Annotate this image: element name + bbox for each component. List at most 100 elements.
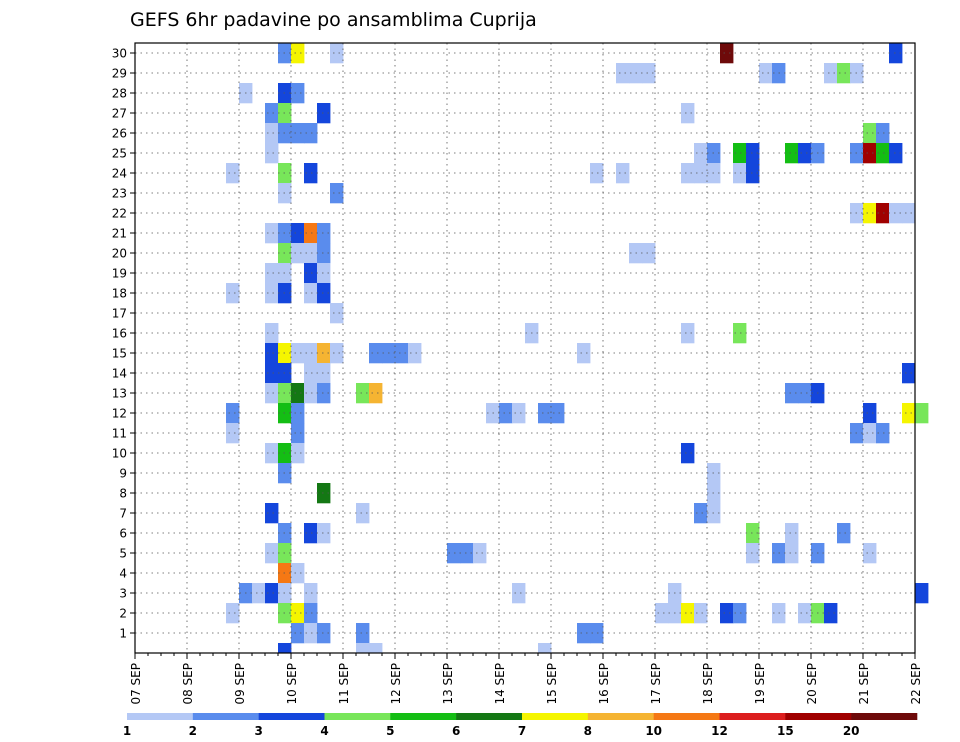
heatmap-cell — [291, 83, 305, 104]
heatmap-cell — [265, 283, 279, 304]
heatmap-cell — [304, 603, 318, 624]
x-tick-label: 20 SEP — [805, 663, 819, 705]
x-tick-label: 16 SEP — [597, 663, 611, 705]
heatmap-cell — [759, 63, 773, 84]
y-tick-label: 21 — [112, 227, 127, 241]
heatmap-cell — [876, 143, 890, 164]
heatmap-cell — [265, 443, 279, 464]
heatmap-cell — [226, 603, 240, 624]
heatmap-cell — [863, 203, 877, 224]
heatmap-cell — [317, 623, 331, 644]
chart-title: GEFS 6hr padavine po ansamblima Cuprija — [130, 9, 537, 31]
heatmap-cell — [694, 143, 708, 164]
y-tick-label: 16 — [112, 327, 127, 341]
y-tick-label: 15 — [112, 347, 127, 361]
heatmap-cell — [512, 583, 526, 604]
heatmap-cell — [304, 363, 318, 384]
heatmap-cell — [304, 343, 318, 364]
heatmap-cell — [291, 443, 305, 464]
heatmap-cell — [265, 363, 279, 384]
heatmap-cell — [876, 423, 890, 444]
y-tick-label: 13 — [112, 387, 127, 401]
colorbar-swatch — [653, 713, 720, 720]
x-tick-label: 22 SEP — [909, 663, 923, 705]
y-tick-label: 20 — [112, 247, 127, 261]
heatmap-cell — [317, 263, 331, 284]
y-tick-label: 24 — [112, 167, 127, 181]
heatmap-cell — [226, 423, 240, 444]
heatmap-cell — [304, 523, 318, 544]
heatmap-cell — [304, 623, 318, 644]
heatmap-cell — [291, 343, 305, 364]
heatmap-cell — [369, 383, 383, 404]
x-tick-label: 17 SEP — [649, 663, 663, 705]
heatmap-cell — [473, 543, 487, 564]
x-tick-label: 11 SEP — [337, 663, 351, 705]
heatmap-cell — [681, 323, 695, 344]
heatmap-cell — [746, 543, 760, 564]
heatmap-cell — [902, 403, 916, 424]
y-tick-label: 11 — [112, 427, 127, 441]
heatmap-cell — [694, 603, 708, 624]
y-tick-label: 27 — [112, 107, 127, 121]
heatmap-cell — [785, 143, 799, 164]
x-tick-label: 18 SEP — [701, 663, 715, 705]
heatmap-cell — [863, 143, 877, 164]
heatmap-cell — [447, 543, 461, 564]
heatmap-cell — [330, 303, 344, 324]
colorbar-swatch — [258, 713, 325, 720]
heatmap-cell — [798, 383, 812, 404]
heatmap-cell — [798, 603, 812, 624]
heatmap-cell — [694, 163, 708, 184]
heatmap-cell — [590, 163, 604, 184]
heatmap-cell — [291, 223, 305, 244]
heatmap-cell — [460, 543, 474, 564]
heatmap-cell — [681, 603, 695, 624]
y-tick-label: 30 — [112, 47, 127, 61]
heatmap-cell — [317, 343, 331, 364]
y-tick-label: 12 — [112, 407, 127, 421]
heatmap-cell — [577, 623, 591, 644]
colorbar-swatch — [390, 713, 457, 720]
heatmap-cell — [408, 343, 422, 364]
heatmap-cell — [915, 403, 929, 424]
heatmap-cell — [798, 143, 812, 164]
heatmap-cell — [265, 123, 279, 144]
y-tick-label: 18 — [112, 287, 127, 301]
heatmap-cell — [681, 163, 695, 184]
heatmap-cell — [304, 583, 318, 604]
heatmap-cell — [252, 583, 266, 604]
x-tick-label: 19 SEP — [753, 663, 767, 705]
y-tick-label: 14 — [112, 367, 127, 381]
colorbar-label: 7 — [518, 724, 526, 738]
y-tick-label: 23 — [112, 187, 127, 201]
heatmap-cell — [551, 403, 565, 424]
heatmap-cell — [265, 583, 279, 604]
heatmap-cell — [369, 643, 383, 654]
y-tick-label: 17 — [112, 307, 127, 321]
colorbar-swatch — [192, 713, 259, 720]
heatmap-cell — [499, 403, 513, 424]
heatmap-cell — [681, 443, 695, 464]
heatmap-cell — [863, 123, 877, 144]
colorbar-swatch — [785, 713, 852, 720]
heatmap-cell — [317, 383, 331, 404]
x-tick-label: 10 SEP — [285, 663, 299, 705]
heatmap-cell — [915, 583, 929, 604]
colorbar-label: 12 — [711, 724, 728, 738]
y-axis: 1234567891011121314151617181920212223242… — [112, 47, 135, 641]
colorbar: 1 2 3 4 5 6 7 8 10 12 15 20 — [123, 713, 918, 738]
heatmap-cell — [902, 203, 916, 224]
grid-lines — [135, 43, 915, 653]
heatmap-cell — [317, 103, 331, 124]
heatmap-cell — [304, 383, 318, 404]
x-tick-label: 13 SEP — [441, 663, 455, 705]
heatmap-cell — [863, 403, 877, 424]
colorbar-label: 1 — [123, 724, 131, 738]
heatmap-cell — [304, 123, 318, 144]
colorbar-swatch — [587, 713, 654, 720]
heatmap-cell — [655, 603, 669, 624]
heatmap-cell — [304, 283, 318, 304]
heatmap-cell — [317, 523, 331, 544]
heatmap-cell — [616, 163, 630, 184]
